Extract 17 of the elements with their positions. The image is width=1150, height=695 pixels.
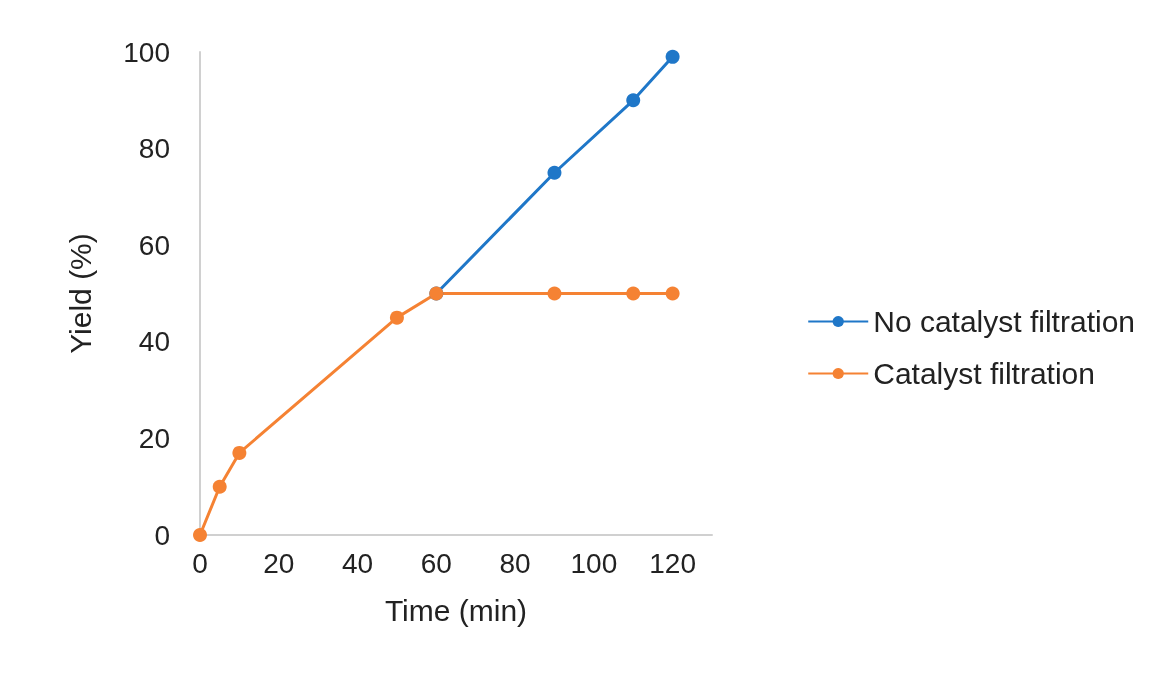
- x-axis-title: Time (min): [384, 593, 528, 627]
- y-tick-label: 100: [123, 36, 170, 68]
- y-tick-label: 0: [154, 519, 170, 551]
- legend-label: No catalyst filtration: [873, 305, 1136, 338]
- x-tick-label: 120: [649, 547, 696, 579]
- x-tick-label: 20: [263, 547, 295, 579]
- x-tick-label: 40: [341, 547, 374, 579]
- y-axis-title: Yield (%): [63, 233, 97, 354]
- x-tick-label: 100: [570, 547, 618, 579]
- x-tick-label: 60: [420, 547, 452, 579]
- y-tick-label: 60: [138, 229, 170, 261]
- legend-label: Catalyst filtration: [873, 357, 1095, 390]
- x-tick-label: 0: [192, 547, 208, 579]
- x-tick-label: 80: [499, 547, 531, 579]
- y-tick-label: 20: [138, 422, 170, 454]
- y-tick-label: 40: [138, 326, 170, 358]
- y-tick-label: 80: [138, 133, 170, 165]
